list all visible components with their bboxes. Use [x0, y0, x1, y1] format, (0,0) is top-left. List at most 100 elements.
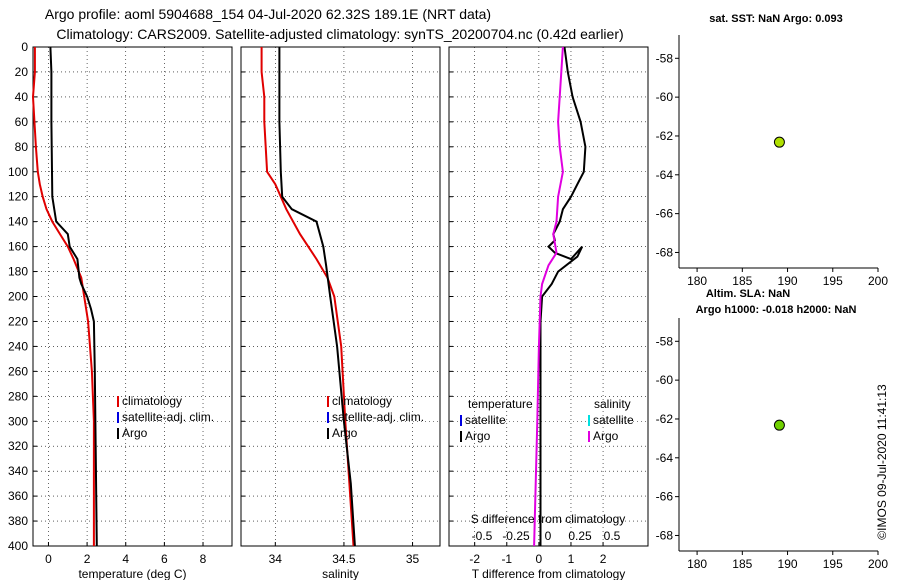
ytick-label: 340 [8, 464, 28, 478]
ytick-label: -60 [656, 373, 674, 387]
xlabel-difference: T difference from climatology [472, 567, 626, 580]
sst-title: sat. SST: NaN Argo: 0.093 [709, 13, 842, 25]
ytick-label: -60 [656, 90, 674, 104]
xtick-label: 185 [732, 557, 752, 571]
ytick-label: 0 [21, 40, 28, 54]
title-line1: Argo profile: aoml 5904688_154 04-Jul-20… [45, 6, 491, 22]
legend-label: Argo [465, 429, 491, 443]
xtick-label: 200 [868, 557, 888, 571]
xtick-label: 200 [868, 274, 888, 288]
legend-label: satellite-adj. clim. [122, 410, 214, 424]
ytick-label: 40 [15, 90, 29, 104]
xlabel-salinity: salinity [322, 567, 359, 580]
series-line-temperature-1 [49, 46, 98, 547]
ytick-label: 80 [15, 140, 29, 154]
xtick-label: 6 [161, 552, 168, 566]
xtick-label: -2 [469, 552, 480, 566]
xlabel-temperature: temperature (deg C) [78, 567, 186, 580]
panel-temperature [32, 46, 233, 547]
panel-salinity [240, 46, 441, 547]
xtick-label: 190 [778, 557, 798, 571]
ytick-label: -66 [656, 207, 674, 221]
ytick-label: -58 [656, 334, 674, 348]
xtick-label: 34.5 [332, 552, 356, 566]
timestamp-stamp: ©IMOS 09-Jul-2020 11:41:13 [875, 384, 889, 540]
texts: Argo profile: aoml 5904688_154 04-Jul-20… [8, 6, 889, 580]
sla-subtitle: Argo h1000: -0.018 h2000: NaN [696, 304, 857, 316]
top-axis-label: S difference from climatology [471, 512, 626, 526]
ytick-label: 360 [8, 489, 28, 503]
xtick-label: 180 [687, 557, 707, 571]
xtick-label: 195 [823, 557, 843, 571]
ytick-label: 280 [8, 389, 28, 403]
panel-sla_map [679, 318, 878, 551]
top-tick-label: 0.25 [568, 529, 592, 543]
series-line-temperature-0 [31, 47, 95, 546]
xtick-label: 185 [732, 274, 752, 288]
grids [33, 46, 879, 555]
xtick-label: 2 [600, 552, 607, 566]
float-position-marker [773, 419, 785, 431]
xtick-label: 195 [823, 274, 843, 288]
legend-label: satellite [593, 413, 634, 427]
series-line-difference-1 [533, 46, 564, 547]
legend-label: satellite [465, 413, 506, 427]
legend-label: climatology [332, 394, 392, 408]
legend-label: climatology [122, 394, 182, 408]
legend-t-title: temperature [468, 397, 533, 411]
float-position-marker [773, 136, 785, 148]
top-tick-label: -0.25 [502, 529, 530, 543]
ytick-label: 320 [8, 439, 28, 453]
legend-label: satellite-adj. clim. [332, 410, 424, 424]
xtick-label: 8 [200, 552, 207, 566]
ytick-label: 20 [15, 65, 29, 79]
lines [31, 46, 785, 547]
ytick-label: 240 [8, 339, 28, 353]
panel-sst_map [679, 35, 878, 268]
legend-label: Argo [332, 426, 358, 440]
xtick-label: 34 [269, 552, 283, 566]
legend-label: Argo [122, 426, 148, 440]
ytick-label: 180 [8, 265, 28, 279]
panel-difference [448, 46, 649, 547]
ytick-label: -58 [656, 51, 674, 65]
xtick-label: -1 [501, 552, 512, 566]
ytick-label: 380 [8, 514, 28, 528]
xtick-label: 0 [536, 552, 543, 566]
xtick-label: 2 [84, 552, 91, 566]
ytick-label: -66 [656, 490, 674, 504]
ytick-label: -64 [656, 451, 674, 465]
series-line-salinity-0 [260, 47, 355, 547]
ytick-label: 140 [8, 215, 28, 229]
frames [32, 35, 878, 552]
ytick-label: -68 [656, 528, 674, 542]
top-tick-label: -0.5 [472, 529, 493, 543]
ytick-label: 260 [8, 364, 28, 378]
top-tick-label: 0 [545, 529, 552, 543]
series-line-salinity-1 [278, 47, 356, 547]
ytick-label: 300 [8, 414, 28, 428]
top-tick-label: 0.5 [604, 529, 621, 543]
xtick-label: 35 [406, 552, 420, 566]
legend-s-title: salinity [594, 397, 631, 411]
ytick-label: 100 [8, 165, 28, 179]
ytick-label: -68 [656, 245, 674, 259]
legend-label: Argo [593, 429, 619, 443]
ytick-label: -64 [656, 168, 674, 182]
ytick-label: -62 [656, 129, 674, 143]
sla-title: Altim. SLA: NaN [706, 288, 790, 300]
ytick-label: 160 [8, 240, 28, 254]
ytick-label: 400 [8, 539, 28, 553]
xtick-label: 0 [45, 552, 52, 566]
ytick-label: 120 [8, 190, 28, 204]
xtick-label: 1 [568, 552, 575, 566]
ytick-label: 220 [8, 314, 28, 328]
ytick-label: 200 [8, 290, 28, 304]
xtick-label: 4 [122, 552, 129, 566]
xtick-label: 190 [778, 274, 798, 288]
ytick-label: -62 [656, 412, 674, 426]
title-line2: Climatology: CARS2009. Satellite-adjuste… [56, 26, 623, 42]
xtick-label: 180 [687, 274, 707, 288]
ytick-label: 60 [15, 115, 29, 129]
